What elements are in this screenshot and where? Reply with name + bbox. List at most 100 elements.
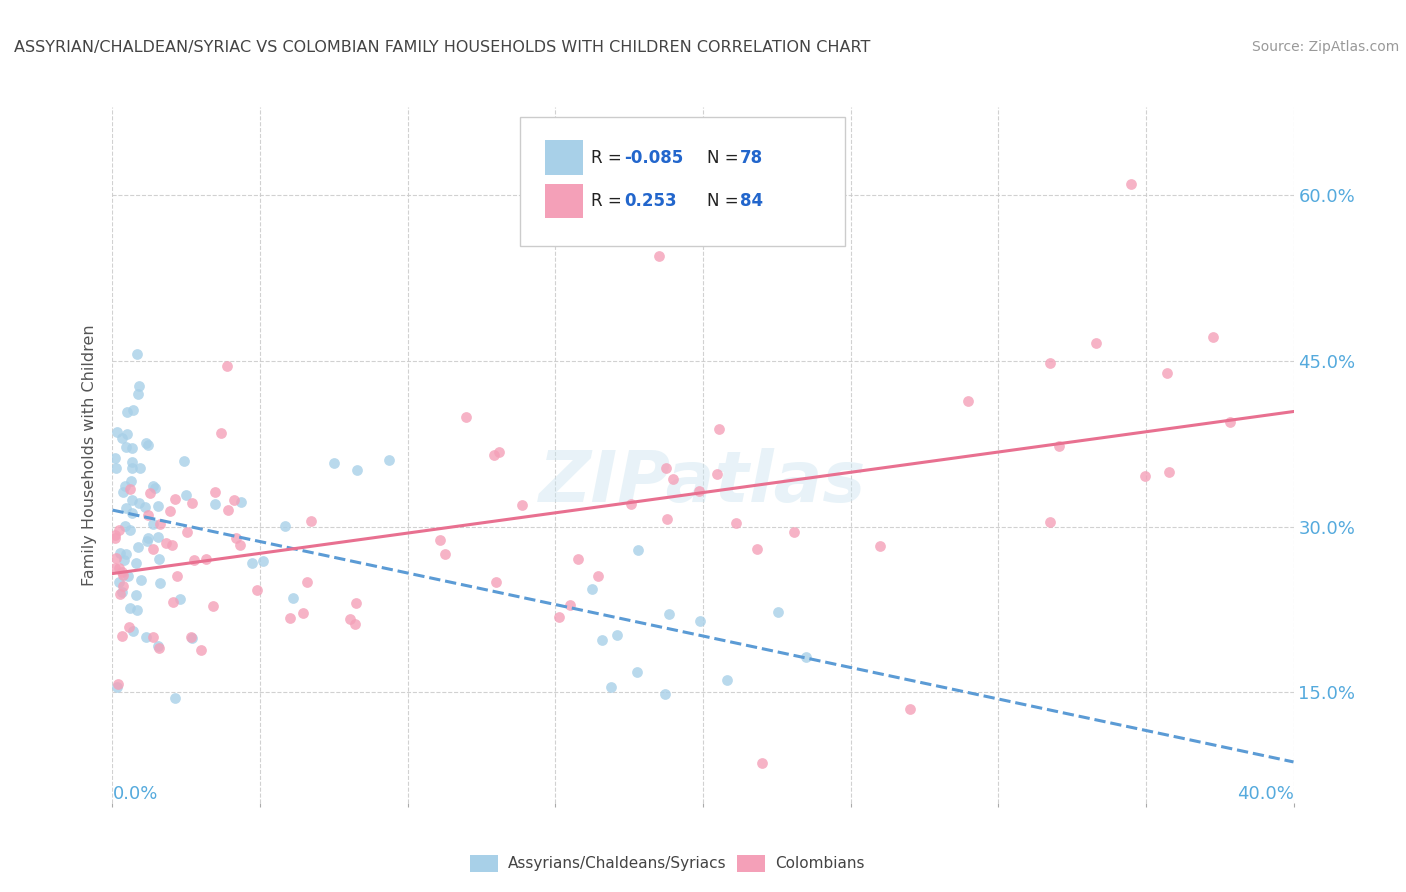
Point: [295, 574, 318, 589]
Point: [110, 587, 132, 601]
Text: -0.085: -0.085: [624, 149, 683, 167]
Point: [142, 630, 165, 644]
Point: [181, 496, 204, 510]
Point: [173, 454, 195, 468]
Text: ASSYRIAN/CHALDEAN/SYRIAC VS COLOMBIAN FAMILY HOUSEHOLDS WITH CHILDREN CORRELATIO: ASSYRIAN/CHALDEAN/SYRIAC VS COLOMBIAN FA…: [14, 40, 870, 55]
Point: [273, 519, 295, 533]
Point: [160, 538, 183, 552]
Point: [456, 409, 478, 424]
Point: [111, 629, 134, 643]
Point: [322, 457, 344, 471]
Point: [344, 596, 367, 610]
Point: [129, 573, 152, 587]
Point: [165, 491, 187, 506]
Point: [121, 493, 143, 508]
Point: [148, 640, 170, 655]
Point: [281, 591, 304, 605]
Point: [134, 500, 156, 514]
Point: [1039, 356, 1062, 370]
Point: [299, 514, 322, 528]
Point: [146, 530, 169, 544]
Point: [180, 631, 202, 645]
Point: [105, 680, 128, 694]
Point: [606, 628, 628, 642]
Point: [107, 524, 129, 538]
FancyBboxPatch shape: [544, 184, 582, 219]
Point: [433, 547, 456, 561]
Point: [146, 639, 169, 653]
Point: [107, 676, 129, 690]
Text: 84: 84: [740, 192, 762, 210]
Point: [194, 552, 217, 566]
Point: [229, 495, 252, 509]
Point: [1157, 465, 1180, 479]
Point: [180, 630, 202, 644]
Point: [1085, 335, 1108, 350]
Point: [429, 533, 451, 547]
Point: [110, 431, 132, 445]
Point: [183, 553, 205, 567]
Text: Assyrians/Chaldeans/Syriacs: Assyrians/Chaldeans/Syriacs: [508, 856, 725, 871]
FancyBboxPatch shape: [520, 118, 845, 246]
Point: [146, 499, 169, 513]
Point: [121, 624, 143, 639]
Point: [567, 552, 589, 566]
Point: [724, 516, 747, 531]
Point: [655, 461, 678, 475]
Point: [218, 503, 240, 517]
Point: [956, 394, 979, 409]
Point: [688, 483, 710, 498]
Point: [111, 485, 134, 500]
Point: [600, 681, 623, 695]
Point: [510, 498, 533, 512]
Point: [121, 474, 143, 488]
Point: [135, 631, 157, 645]
Point: [581, 582, 603, 596]
Point: [142, 541, 165, 556]
Point: [127, 540, 149, 554]
Text: N =: N =: [707, 149, 744, 167]
Point: [121, 455, 143, 469]
Point: [745, 542, 768, 557]
Point: [108, 546, 131, 560]
Point: [343, 617, 366, 632]
Text: 0.0%: 0.0%: [112, 786, 157, 804]
Point: [869, 539, 891, 553]
Text: N =: N =: [707, 192, 744, 210]
Point: [794, 650, 817, 665]
Point: [121, 441, 143, 455]
Point: [1201, 330, 1223, 344]
Point: [657, 511, 679, 525]
Text: Source: ZipAtlas.com: Source: ZipAtlas.com: [1251, 40, 1399, 54]
Y-axis label: Family Households with Children: Family Households with Children: [82, 324, 97, 586]
Point: [162, 595, 184, 609]
Point: [662, 472, 685, 486]
Point: [204, 485, 226, 500]
Point: [136, 531, 159, 545]
Point: [127, 603, 149, 617]
Point: [291, 606, 314, 620]
Point: [125, 588, 148, 602]
Point: [105, 550, 128, 565]
Point: [898, 702, 921, 716]
Point: [751, 756, 773, 770]
Point: [120, 601, 142, 615]
Point: [278, 611, 301, 625]
Point: [114, 519, 136, 533]
Point: [658, 607, 681, 622]
Point: [125, 556, 148, 570]
Point: [242, 556, 264, 570]
Point: [104, 451, 127, 466]
Point: [204, 497, 226, 511]
Point: [783, 524, 806, 539]
Point: [1156, 366, 1178, 380]
Text: 40.0%: 40.0%: [1237, 786, 1294, 804]
Point: [104, 528, 127, 542]
Text: R =: R =: [591, 149, 627, 167]
Text: ZIPatlas: ZIPatlas: [540, 449, 866, 517]
Point: [136, 438, 159, 452]
Point: [111, 579, 134, 593]
Point: [142, 516, 165, 531]
Point: [128, 379, 150, 393]
Point: [114, 479, 136, 493]
